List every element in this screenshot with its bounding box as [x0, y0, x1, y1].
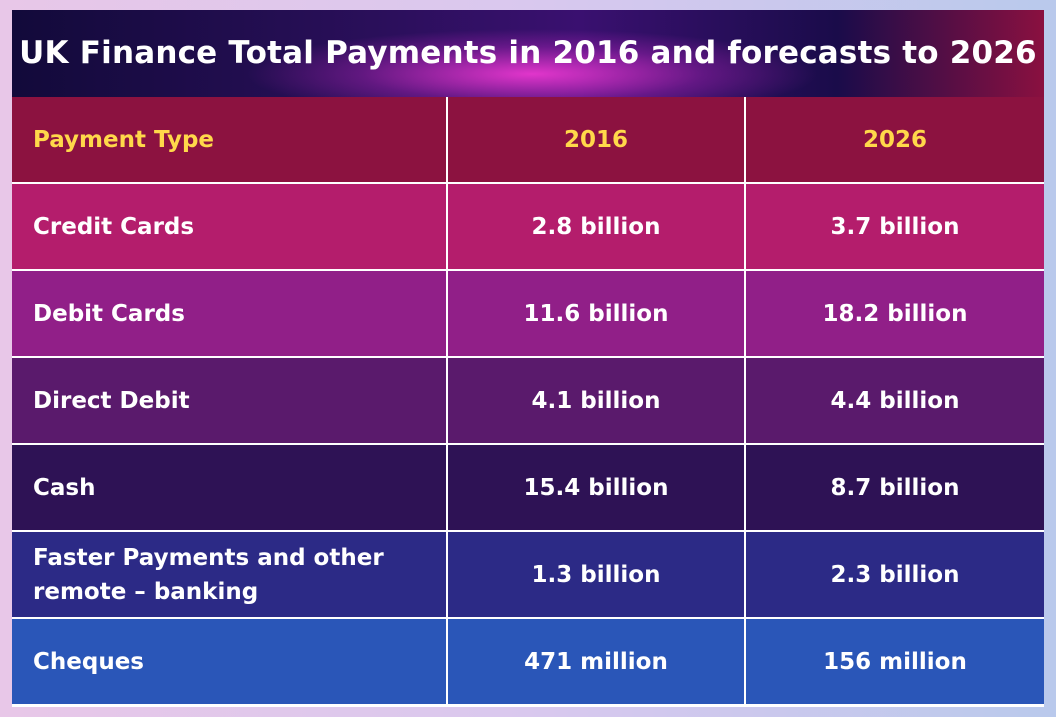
cell-faster-payments-2016: 1.3 billion	[448, 532, 744, 617]
title-banner: UK Finance Total Payments in 2016 and fo…	[12, 10, 1044, 97]
row-label-faster-payments: Faster Payments and other remote – banki…	[12, 532, 446, 617]
cell-faster-payments-2026: 2.3 billion	[746, 532, 1044, 617]
cell-cash-2026: 8.7 billion	[746, 445, 1044, 530]
header-2016: 2016	[448, 97, 744, 182]
cell-debit-cards-2016: 11.6 billion	[448, 271, 744, 356]
chart-title: UK Finance Total Payments in 2016 and fo…	[19, 34, 1037, 71]
row-label-direct-debit: Direct Debit	[12, 358, 446, 443]
cell-debit-cards-2026: 18.2 billion	[746, 271, 1044, 356]
cell-cheques-2016: 471 million	[448, 619, 744, 704]
row-label-debit-cards: Debit Cards	[12, 271, 446, 356]
payments-table: Payment Type 2016 2026 Credit Cards 2.8 …	[12, 97, 1044, 707]
cell-cash-2016: 15.4 billion	[448, 445, 744, 530]
row-label-credit-cards: Credit Cards	[12, 184, 446, 269]
row-label-cash: Cash	[12, 445, 446, 530]
header-payment-type: Payment Type	[12, 97, 446, 182]
cell-credit-cards-2026: 3.7 billion	[746, 184, 1044, 269]
cell-cheques-2026: 156 million	[746, 619, 1044, 704]
row-label-cheques: Cheques	[12, 619, 446, 704]
cell-direct-debit-2016: 4.1 billion	[448, 358, 744, 443]
header-2026: 2026	[746, 97, 1044, 182]
cell-direct-debit-2026: 4.4 billion	[746, 358, 1044, 443]
cell-credit-cards-2016: 2.8 billion	[448, 184, 744, 269]
